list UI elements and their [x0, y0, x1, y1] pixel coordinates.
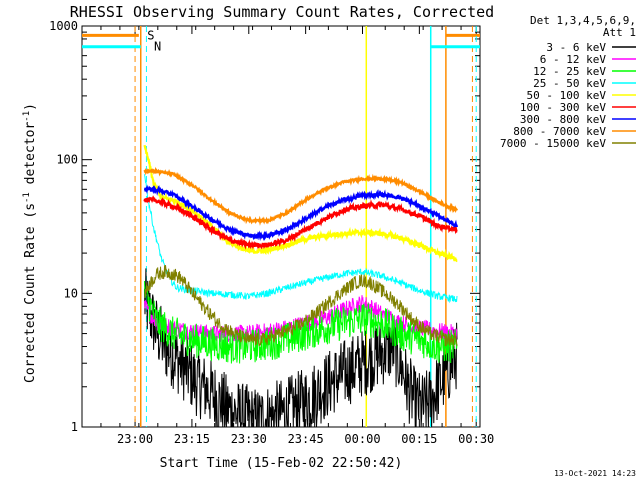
y-label-part1: Corrected Count Rate (s [23, 203, 38, 383]
y-label-part3: ) [23, 103, 38, 111]
series-line [143, 144, 458, 263]
plot-frame [81, 25, 481, 428]
series-line [144, 174, 458, 304]
x-tick-label: 00:30 [458, 432, 494, 446]
legend-header-line: Det 1,3,4,5,6,9, [530, 14, 636, 27]
x-axis-label: Start Time (15-Feb-02 22:50:42) [160, 456, 403, 471]
series-line [144, 268, 458, 428]
y-tick-label: 1000 [49, 19, 78, 33]
marker-label: S [147, 28, 154, 42]
marker-label: N [154, 40, 161, 54]
chart-title: RHESSI Observing Summary Count Rates, Co… [70, 3, 494, 21]
series-line [144, 280, 458, 364]
x-tick-label: 23:45 [288, 432, 324, 446]
y-label-sup2: -1 [22, 111, 32, 122]
legend-header-line: Att 1 [603, 26, 636, 39]
legend-label: 6 - 12 keV [540, 53, 607, 66]
plot-area: 23:00 23:15 23:30 23:45 00:00 00:15 00:30 1 10 10… [49, 19, 494, 446]
y-axis-label: Corrected Count Rate (s-1 detector-1) [22, 103, 38, 383]
y-tick-label: 1 [71, 420, 78, 434]
timestamp: 13-Oct-2021 14:23 [554, 469, 636, 478]
y-label-part2: detector [23, 122, 38, 193]
series-line [143, 184, 459, 242]
series-line [144, 265, 458, 347]
legend-label: 100 - 300 keV [520, 101, 606, 114]
series-line [143, 195, 458, 250]
x-tick-label: 00:00 [344, 432, 380, 446]
x-tick-label: 23:15 [174, 432, 210, 446]
legend-label: 800 - 7000 keV [513, 125, 606, 138]
legend-label: 25 - 50 keV [533, 77, 606, 90]
y-label-sup1: -1 [22, 192, 32, 203]
legend-label: 300 - 800 keV [520, 113, 606, 126]
series-line [143, 166, 459, 226]
legend-label: 3 - 6 keV [546, 41, 606, 54]
legend-label: 7000 - 15000 keV [500, 137, 606, 150]
legend-label: 50 - 100 keV [527, 89, 607, 102]
y-tick-label: 100 [56, 153, 78, 167]
x-tick-label: 23:30 [231, 432, 267, 446]
x-tick-label: 23:00 [117, 432, 153, 446]
legend-label: 12 - 25 keV [533, 65, 606, 78]
x-tick-label: 00:15 [401, 432, 437, 446]
y-tick-label: 10 [64, 286, 78, 300]
